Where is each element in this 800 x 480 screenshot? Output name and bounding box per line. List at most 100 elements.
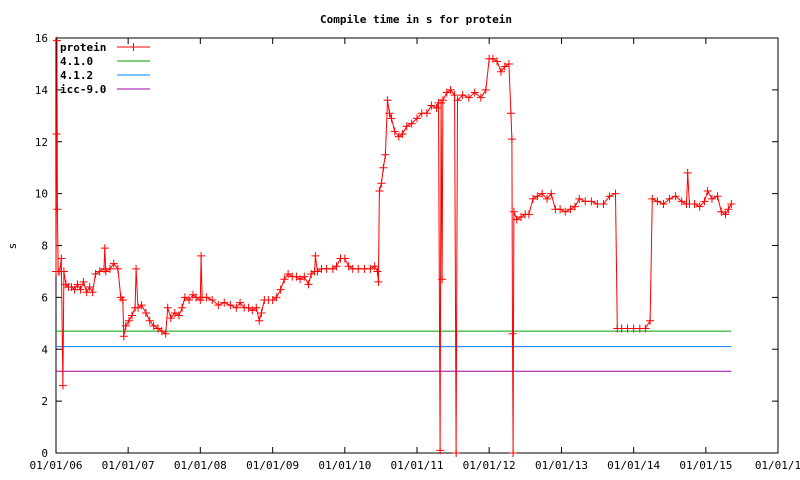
data-point-protein (727, 200, 736, 208)
x-tick-label: 01/01/09 (246, 459, 299, 472)
data-point-protein (422, 109, 431, 118)
legend-label-4.1.0: 4.1.0 (60, 55, 93, 68)
x-tick-label: 01/01/08 (174, 459, 227, 472)
data-point-protein (280, 275, 289, 284)
data-point-protein (304, 280, 313, 289)
data-point-protein (575, 194, 584, 203)
data-point-protein (556, 205, 565, 214)
data-point-protein (58, 381, 67, 390)
data-point-protein (141, 308, 150, 317)
data-point-protein (413, 114, 421, 123)
data-point-protein (344, 262, 353, 271)
data-point-protein (113, 264, 122, 273)
data-point-protein (226, 301, 235, 310)
data-point-protein (170, 308, 179, 317)
data-point-protein (438, 96, 447, 105)
data-point-protein (73, 280, 82, 289)
data-point-protein (79, 277, 88, 286)
data-point-protein (529, 194, 538, 203)
data-point-protein (379, 163, 388, 172)
data-point-protein (178, 303, 187, 312)
data-point-protein (398, 129, 407, 138)
data-point-protein (464, 93, 473, 102)
data-point-protein (509, 449, 518, 457)
x-tick-label: 01/01/06 (30, 459, 83, 472)
data-point-protein (311, 251, 320, 260)
data-point-protein (504, 59, 513, 68)
data-point-protein (52, 129, 61, 138)
data-point-protein (118, 295, 127, 304)
data-point-protein (390, 127, 399, 136)
data-point-protein (690, 200, 699, 208)
y-tick-label: 0 (41, 447, 48, 460)
data-point-protein (383, 96, 392, 105)
data-point-protein (721, 210, 730, 219)
data-point-protein (543, 194, 552, 203)
data-point-protein (407, 119, 416, 128)
data-point-protein (53, 205, 62, 214)
legend-label-protein: protein (60, 41, 106, 54)
data-point-protein (214, 301, 223, 310)
data-point-protein (127, 311, 136, 320)
data-point-protein (707, 194, 716, 203)
data-point-protein (587, 197, 596, 206)
data-point-protein (493, 57, 502, 66)
data-point-protein (109, 259, 118, 268)
chart-title: Compile time in s for protein (320, 13, 512, 26)
x-tick-label: 01/01/15 (679, 459, 732, 472)
data-point-protein (605, 192, 614, 201)
data-point-protein (124, 316, 133, 325)
y-tick-label: 10 (35, 188, 48, 201)
data-point-protein (101, 267, 110, 276)
data-point-protein (724, 205, 733, 214)
data-point-protein (236, 298, 245, 307)
data-point-protein (481, 85, 490, 94)
data-point-protein (452, 449, 461, 457)
data-point-protein (161, 329, 170, 338)
protein-series (52, 36, 736, 457)
data-point-protein (232, 303, 241, 312)
data-point-protein (377, 179, 386, 188)
data-point-protein (313, 267, 322, 276)
data-point-protein (166, 314, 175, 323)
legend-label-4.1.2: 4.1.2 (60, 69, 93, 82)
data-point-protein (332, 262, 341, 271)
data-point-protein (547, 189, 556, 198)
data-point-protein (438, 275, 447, 284)
data-point-protein (375, 187, 384, 196)
data-point-protein (717, 207, 726, 216)
data-point-protein (100, 244, 109, 253)
data-point-protein (566, 205, 575, 214)
data-point-protein (52, 36, 61, 45)
data-point-protein (300, 272, 309, 281)
data-point-protein (381, 150, 390, 159)
data-point-protein (599, 200, 608, 208)
data-point-protein (648, 194, 657, 203)
data-point-protein (677, 197, 686, 206)
data-point-protein (272, 293, 281, 302)
data-point-protein (713, 192, 722, 201)
data-point-protein (561, 207, 570, 216)
data-point-protein (91, 270, 100, 279)
data-point-protein (105, 264, 114, 273)
data-point-protein (450, 91, 459, 100)
y-tick-label: 16 (35, 32, 48, 45)
data-point-protein (488, 54, 497, 63)
data-point-protein (653, 197, 662, 206)
data-point-protein (508, 329, 517, 338)
data-point-protein (370, 262, 379, 271)
data-point-protein (659, 200, 668, 208)
y-axis-label: s (6, 243, 19, 250)
data-point-protein (611, 189, 620, 198)
y-tick-label: 14 (35, 84, 49, 97)
data-point-protein (641, 324, 650, 333)
y-tick-label: 4 (41, 343, 48, 356)
x-tick-label: 01/01/11 (391, 459, 444, 472)
data-point-protein (497, 67, 506, 76)
x-tick-label: 01/01/1 (755, 459, 800, 472)
x-tick-label: 01/01/14 (607, 459, 660, 472)
data-point-protein (185, 295, 194, 304)
data-point-protein (506, 109, 515, 118)
data-point-protein (703, 187, 712, 196)
